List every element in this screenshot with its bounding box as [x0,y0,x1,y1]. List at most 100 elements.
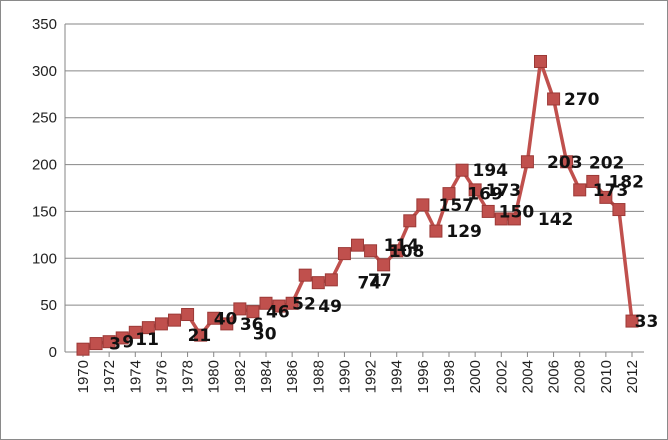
data-point-marker [246,305,260,319]
data-label: 129 [446,222,482,242]
x-tick-label: 2002 [493,360,510,393]
x-tick-label: 1974 [127,360,144,393]
data-point-marker [534,54,547,68]
data-point-marker [390,244,404,258]
data-label: 52 [292,294,316,314]
data-label: 202 [589,154,625,174]
data-point-marker [586,174,600,188]
data-label: 33 [635,312,659,332]
data-point-marker [560,155,574,169]
data-point-marker [168,313,181,327]
data-point-marker [599,190,613,204]
x-tick-label: 2012 [624,360,641,393]
x-tick-label: 1978 [180,360,197,393]
x-tick-label: 2006 [546,360,563,393]
data-label: 46 [266,303,290,323]
y-tick-label: 200 [32,157,57,174]
data-label: 142 [538,210,574,230]
data-point-marker [76,342,90,356]
data-label: 21 [188,326,212,346]
data-label: 11 [135,330,159,350]
x-tick-label: 2004 [519,360,536,393]
data-label: 108 [389,242,425,262]
data-label: 173 [593,181,629,201]
data-label: 49 [318,297,342,317]
data-label: 3 [109,335,121,355]
data-point-marker [507,212,521,226]
x-tick-label: 1986 [284,360,301,393]
y-tick-label: 350 [32,16,57,33]
data-point-marker [442,187,456,201]
data-point-marker [285,296,299,310]
data-point-marker [337,247,351,261]
data-label: 169 [467,185,503,205]
data-point-marker [272,299,286,313]
data-point-marker [612,203,626,217]
x-axis-tick-labels: 1970 1972 1974 1976 1978 1980 1982 1984 1986 1988… [75,360,641,393]
x-tick-label: 1994 [389,360,406,393]
data-point-marker [89,337,103,351]
x-tick-label: 2000 [467,360,484,393]
x-tick-label: 1988 [310,360,327,393]
x-tick-label: 1992 [363,360,380,393]
data-point-marker [494,212,508,226]
data-label: 36 [240,315,264,335]
y-tick-label: 300 [32,63,57,80]
x-tick-label: 2008 [572,360,589,393]
x-tick-label: 1982 [232,360,249,393]
y-tick-label: 100 [32,250,57,267]
data-label: 114 [384,236,420,256]
data-point-marker [481,204,495,218]
data-point-marker [194,328,208,342]
data-point-marker [181,308,195,322]
series-layer [76,54,639,356]
data-point-marker [429,224,443,238]
data-point-marker [115,331,129,345]
data-point-marker [520,155,534,169]
x-tick-label: 1984 [258,360,275,393]
data-label: 182 [608,172,644,192]
data-point-marker [351,238,364,252]
data-label: 150 [499,202,535,222]
data-label: 77 [368,271,392,291]
x-tick-label: 1980 [206,360,223,393]
data-label: 270 [564,90,600,110]
x-tick-label: 1970 [75,360,92,393]
data-label: 157 [439,196,475,216]
data-point-marker [128,325,142,339]
data-point-marker [547,92,561,106]
data-label: 40 [214,309,238,329]
gridlines [65,23,644,306]
axes [64,24,644,357]
data-label: 194 [473,161,509,181]
data-point-marker [311,276,325,290]
data-point-marker [416,198,430,212]
data-point-marker [455,163,469,177]
data-label: 203 [547,153,583,173]
data-point-marker [233,302,247,316]
y-tick-label: 0 [49,344,57,361]
x-tick-label: 1996 [415,360,432,393]
x-tick-label: 1990 [336,360,353,393]
data-point-marker [468,183,482,197]
data-point-marker [573,183,587,197]
data-point-marker [364,244,378,258]
x-tick-label: 2010 [598,360,615,393]
y-tick-label: 50 [40,297,57,314]
data-point-marker [403,214,417,228]
data-point-marker [324,273,338,287]
data-point-marker [625,314,639,328]
data-label: 74 [358,274,382,294]
x-tick-label: 1972 [101,360,118,393]
y-tick-label: 150 [32,203,57,220]
x-tick-label: 1976 [153,360,170,393]
data-point-marker [220,317,234,331]
data-point-marker [141,321,155,335]
y-tick-label: 250 [32,110,57,127]
x-tick-label: 1998 [441,360,458,393]
data-point-marker [154,317,168,331]
y-axis-tick-labels: 0 50 100 150 200 250 300 350 [32,16,57,361]
data-point-marker [207,311,221,325]
